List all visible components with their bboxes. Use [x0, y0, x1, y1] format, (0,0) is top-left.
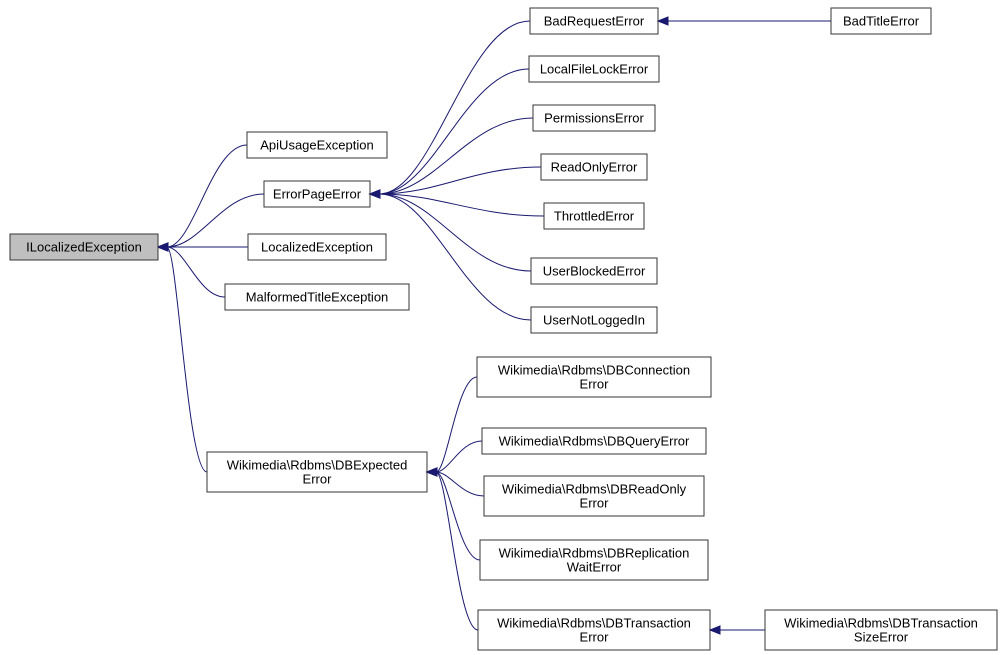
node-ErrorPageError-label: ErrorPageError: [273, 186, 362, 201]
node-DBTransactionError-label: Error: [580, 629, 610, 644]
node-UserBlockedError[interactable]: UserBlockedError: [531, 258, 657, 284]
node-UserNotLoggedIn[interactable]: UserNotLoggedIn: [531, 307, 657, 333]
edge-ErrorPageError-ILocalizedException: [167, 194, 264, 247]
edge-BadRequestError-ErrorPageError: [379, 21, 530, 194]
node-DBReplicationWaitError-label: Wikimedia\Rdbms\DBReplication: [499, 545, 690, 560]
node-DBReplicationWaitError-label: WaitError: [567, 559, 622, 574]
edges-group: [158, 17, 831, 634]
node-DBTransactionError-label: Wikimedia\Rdbms\DBTransaction: [497, 615, 691, 630]
node-DBExpectedError-label: Error: [303, 471, 333, 486]
node-DBTransactionSizeError[interactable]: Wikimedia\Rdbms\DBTransactionSizeError: [765, 610, 997, 650]
node-DBExpectedError[interactable]: Wikimedia\Rdbms\DBExpectedError: [207, 452, 427, 492]
node-BadRequestError-label: BadRequestError: [544, 13, 645, 28]
node-DBConnectionError-label: Wikimedia\Rdbms\DBConnection: [498, 362, 690, 377]
node-PermissionsError-label: PermissionsError: [544, 110, 644, 125]
node-LocalizedException[interactable]: LocalizedException: [248, 234, 386, 260]
edge-PermissionsError-ErrorPageError: [379, 118, 533, 194]
node-BadTitleError-label: BadTitleError: [843, 13, 920, 28]
node-ReadOnlyError[interactable]: ReadOnlyError: [541, 154, 647, 180]
edge-ReadOnlyError-ErrorPageError: [379, 167, 541, 194]
node-ThrottledError[interactable]: ThrottledError: [544, 203, 644, 229]
node-DBQueryError[interactable]: Wikimedia\Rdbms\DBQueryError: [482, 428, 706, 454]
edge-ThrottledError-ErrorPageError: [379, 194, 544, 216]
node-MalformedTitleException-label: MalformedTitleException: [246, 289, 389, 304]
node-DBTransactionError[interactable]: Wikimedia\Rdbms\DBTransactionError: [478, 610, 710, 650]
node-DBReadOnlyError[interactable]: Wikimedia\Rdbms\DBReadOnlyError: [484, 476, 704, 516]
edge-UserNotLoggedIn-ErrorPageError: [379, 194, 531, 320]
edge-DBConnectionError-DBExpectedError: [436, 377, 477, 472]
node-ApiUsageException-label: ApiUsageException: [260, 137, 373, 152]
node-DBReadOnlyError-label: Error: [580, 495, 610, 510]
node-LocalFileLockError[interactable]: LocalFileLockError: [529, 56, 659, 82]
node-DBReplicationWaitError[interactable]: Wikimedia\Rdbms\DBReplicationWaitError: [480, 540, 708, 580]
node-DBConnectionError[interactable]: Wikimedia\Rdbms\DBConnectionError: [477, 357, 711, 397]
edge-LocalFileLockError-ErrorPageError: [379, 69, 529, 194]
node-DBConnectionError-label: Error: [580, 376, 610, 391]
node-ErrorPageError[interactable]: ErrorPageError: [264, 181, 370, 207]
node-ThrottledError-label: ThrottledError: [554, 208, 635, 223]
node-DBQueryError-label: Wikimedia\Rdbms\DBQueryError: [499, 433, 690, 448]
node-ILocalizedException[interactable]: ILocalizedException: [10, 234, 158, 260]
edge-DBExpectedError-ILocalizedException: [167, 247, 207, 472]
node-MalformedTitleException[interactable]: MalformedTitleException: [225, 284, 409, 310]
edge-ApiUsageException-ILocalizedException: [167, 145, 247, 247]
node-BadTitleError[interactable]: BadTitleError: [831, 8, 931, 34]
node-UserNotLoggedIn-label: UserNotLoggedIn: [543, 312, 645, 327]
node-DBExpectedError-label: Wikimedia\Rdbms\DBExpected: [227, 457, 408, 472]
node-PermissionsError[interactable]: PermissionsError: [533, 105, 655, 131]
node-ApiUsageException[interactable]: ApiUsageException: [247, 132, 387, 158]
node-ReadOnlyError-label: ReadOnlyError: [551, 159, 638, 174]
edge-DBTransactionError-DBExpectedError: [436, 472, 478, 630]
node-DBTransactionSizeError-label: Wikimedia\Rdbms\DBTransaction: [784, 615, 978, 630]
node-DBTransactionSizeError-label: SizeError: [854, 629, 909, 644]
node-LocalizedException-label: LocalizedException: [261, 239, 373, 254]
node-BadRequestError[interactable]: BadRequestError: [530, 8, 658, 34]
node-ILocalizedException-label: ILocalizedException: [26, 239, 142, 254]
edge-UserBlockedError-ErrorPageError: [379, 194, 531, 271]
edge-DBQueryError-DBExpectedError: [436, 441, 482, 472]
node-DBReadOnlyError-label: Wikimedia\Rdbms\DBReadOnly: [502, 481, 687, 496]
inheritance-diagram: ILocalizedException ApiUsageException Erro…: [0, 0, 1007, 655]
node-UserBlockedError-label: UserBlockedError: [543, 263, 646, 278]
nodes-group: ILocalizedException ApiUsageException Erro…: [10, 8, 997, 650]
node-LocalFileLockError-label: LocalFileLockError: [540, 61, 649, 76]
